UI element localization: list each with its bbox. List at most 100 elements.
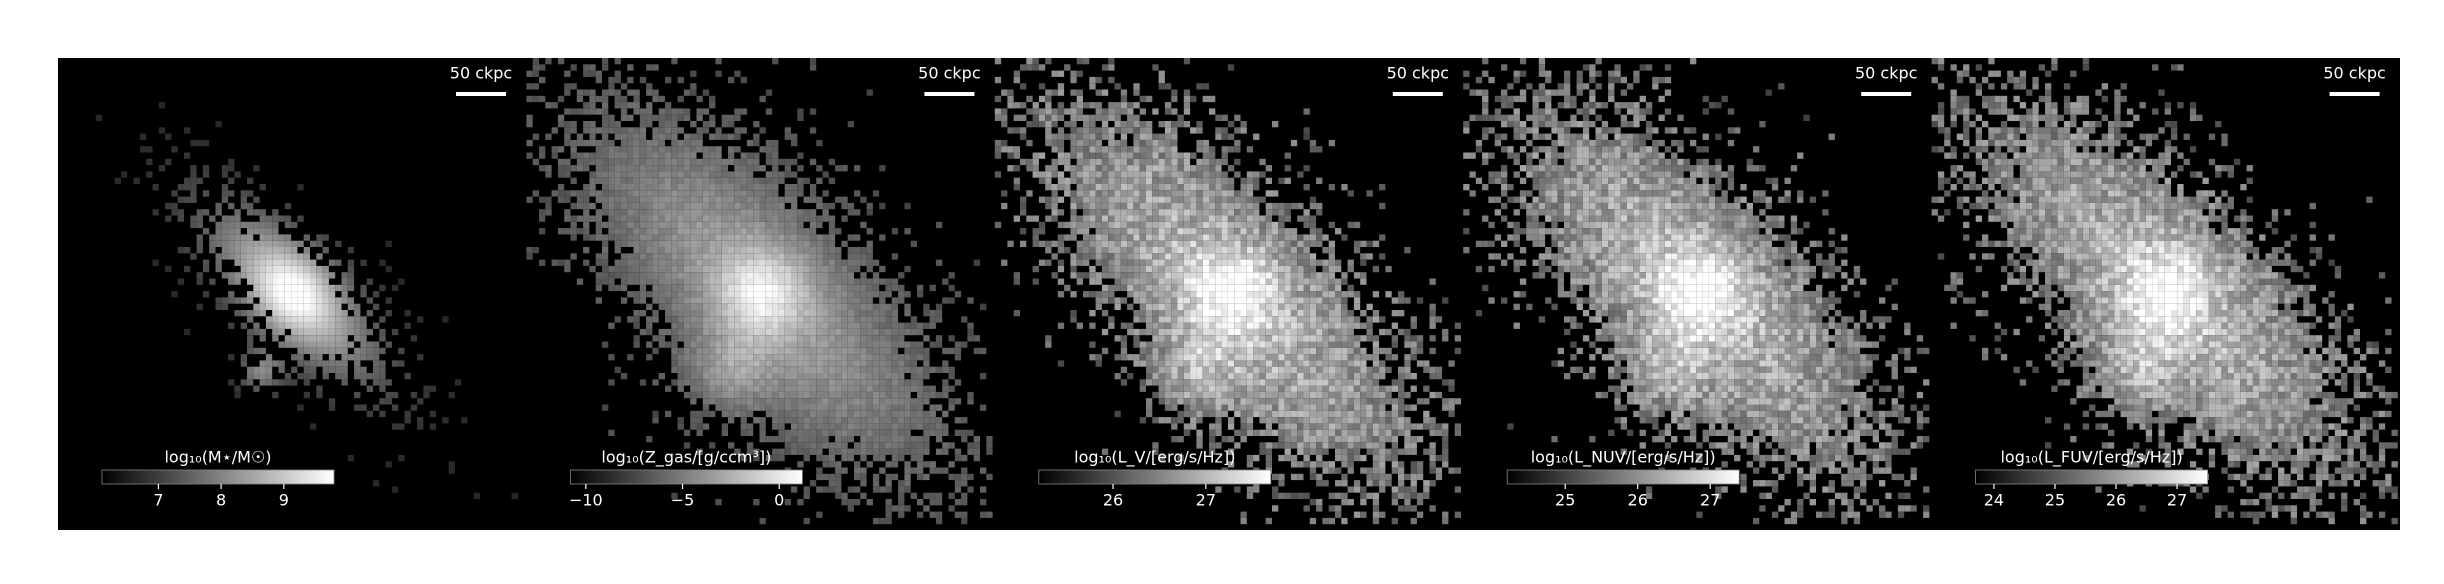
- image-pixel: [1190, 398, 1197, 405]
- image-pixel: [797, 303, 804, 310]
- image-pixel: [1253, 373, 1260, 380]
- image-pixel: [816, 265, 823, 273]
- image-pixel: [835, 291, 842, 298]
- image-pixel: [1316, 360, 1323, 367]
- image-pixel: [872, 486, 880, 493]
- image-pixel: [1114, 253, 1121, 260]
- image-pixel: [872, 259, 880, 266]
- image-pixel: [1139, 347, 1146, 355]
- image-pixel: [247, 221, 254, 229]
- image-pixel: [278, 234, 285, 241]
- image-pixel: [1164, 190, 1172, 197]
- image-pixel: [778, 366, 785, 373]
- image-pixel: [1057, 139, 1065, 147]
- image-pixel: [1127, 221, 1134, 229]
- image-pixel: [658, 234, 665, 241]
- image-pixel: [665, 215, 672, 222]
- image-pixel: [608, 171, 615, 178]
- image-pixel: [652, 379, 659, 386]
- image-pixel: [728, 146, 735, 153]
- image-pixel: [803, 297, 810, 304]
- image-pixel: [1190, 373, 1197, 380]
- image-pixel: [721, 240, 728, 247]
- image-pixel: [759, 391, 766, 399]
- image-pixel: [1114, 215, 1121, 222]
- image-pixel: [1020, 240, 1027, 247]
- image-pixel: [1215, 221, 1222, 229]
- image-pixel: [1120, 95, 1128, 103]
- image-pixel: [291, 341, 298, 348]
- image-pixel: [1240, 234, 1247, 241]
- image-pixel: [854, 284, 861, 292]
- image-pixel: [1120, 184, 1128, 191]
- image-pixel: [1253, 196, 1260, 203]
- image-pixel: [1032, 165, 1039, 172]
- image-pixel: [923, 310, 930, 317]
- image-pixel: [1240, 322, 1247, 329]
- image-pixel: [809, 64, 817, 71]
- image-pixel: [866, 240, 873, 247]
- image-pixel: [1316, 379, 1323, 386]
- image-pixel: [809, 127, 817, 134]
- image-pixel: [740, 391, 747, 399]
- image-pixel: [1215, 291, 1222, 298]
- image-pixel: [1272, 272, 1279, 279]
- image-pixel: [753, 404, 760, 411]
- image-pixel: [1290, 303, 1298, 310]
- image-pixel: [683, 190, 691, 197]
- image-pixel: [721, 398, 728, 405]
- image-pixel: [1215, 328, 1222, 336]
- image-pixel: [196, 240, 203, 247]
- image-pixel: [595, 228, 602, 235]
- image-pixel: [734, 114, 741, 121]
- image-pixel: [765, 360, 773, 367]
- image-pixel: [1164, 322, 1172, 329]
- image-pixel: [797, 152, 804, 159]
- image-pixel: [1120, 196, 1128, 203]
- image-pixel: [1032, 58, 1039, 65]
- image-pixel: [746, 177, 754, 184]
- image-pixel: [759, 360, 766, 367]
- image-pixel: [165, 133, 172, 140]
- image-pixel: [734, 196, 741, 203]
- image-pixel: [1070, 133, 1077, 140]
- image-pixel: [835, 410, 842, 418]
- image-pixel: [1177, 184, 1184, 191]
- image-pixel: [1032, 265, 1039, 273]
- image-pixel: [1209, 335, 1216, 342]
- image-pixel: [746, 196, 754, 203]
- image-pixel: [366, 341, 373, 348]
- image-pixel: [1202, 259, 1209, 266]
- image-pixel: [898, 297, 905, 304]
- image-pixel: [690, 417, 697, 424]
- image-pixel: [228, 234, 235, 241]
- image-pixel: [891, 391, 899, 399]
- image-pixel: [866, 423, 873, 430]
- image-pixel: [967, 335, 974, 342]
- image-pixel: [683, 108, 691, 115]
- image-pixel: [639, 291, 647, 298]
- image-pixel: [1183, 171, 1191, 178]
- image-pixel: [683, 253, 691, 260]
- image-pixel: [854, 448, 861, 455]
- image-pixel: [759, 335, 766, 342]
- image-pixel: [265, 284, 273, 292]
- image-pixel: [259, 335, 266, 342]
- image-pixel: [1196, 253, 1203, 260]
- image-pixel: [803, 360, 810, 367]
- image-pixel: [841, 492, 848, 499]
- image-pixel: [809, 448, 817, 455]
- image-pixel: [646, 354, 653, 361]
- image-pixel: [341, 335, 348, 342]
- image-pixel: [778, 328, 785, 336]
- image-pixel: [608, 234, 615, 241]
- image-pixel: [791, 448, 798, 455]
- image-pixel: [1177, 310, 1184, 317]
- image-pixel: [765, 316, 773, 323]
- colorbar-tick-label: 8: [216, 491, 226, 510]
- image-pixel: [759, 221, 766, 229]
- image-pixel: [866, 499, 873, 506]
- image-pixel: [702, 272, 710, 279]
- image-pixel: [778, 234, 785, 241]
- image-pixel: [633, 152, 640, 159]
